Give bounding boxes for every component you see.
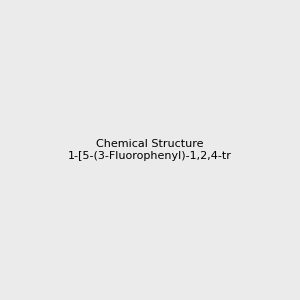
Text: Chemical Structure
1-[5-(3-Fluorophenyl)-1,2,4-tr: Chemical Structure 1-[5-(3-Fluorophenyl)…: [68, 139, 232, 161]
